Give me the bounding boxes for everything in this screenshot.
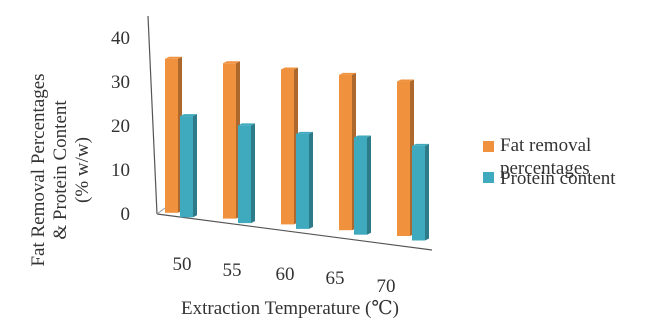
y-axis-ticks: 0 10 20 30 40 (111, 28, 130, 225)
legend-swatch-fat-removal (483, 141, 494, 152)
y-axis-title-line-2: & Protein Content (50, 100, 71, 240)
bar-fat-removal-65 (339, 72, 356, 231)
bar-fat-removal-50 (165, 56, 182, 213)
x-tick-label: 55 (223, 260, 242, 281)
y-tick-label: 0 (121, 204, 131, 225)
x-tick-label: 50 (173, 254, 192, 275)
bar-fat-removal-60 (281, 67, 298, 225)
bars (165, 56, 429, 241)
y-axis-title-line-3: (% w/w) (72, 137, 93, 203)
x-axis-title: Extraction Temperature (℃) (181, 298, 399, 319)
legend-label-protein-content: Protein content (500, 168, 616, 189)
floor-depth-line (156, 207, 166, 215)
y-tick-label: 10 (111, 160, 130, 181)
y-tick-label: 30 (111, 72, 130, 93)
x-tick-label: 70 (377, 276, 396, 297)
bar-protein-content-55 (238, 123, 255, 224)
bar-fat-removal-55 (223, 61, 240, 219)
x-tick-label: 65 (326, 268, 345, 289)
x-tick-label: 60 (276, 264, 295, 285)
bar-protein-content-60 (296, 131, 313, 229)
x-axis-ticks: 50 55 60 65 70 (173, 254, 396, 297)
y-axis-title: Fat Removal Percentages & Protein Conten… (28, 73, 93, 266)
y-tick-label: 40 (111, 28, 130, 49)
legend: Fat removal percentages Protein content (483, 135, 616, 189)
y-axis-title-line-1: Fat Removal Percentages (28, 73, 49, 266)
bar-protein-content-50 (180, 114, 197, 218)
bar-fat-removal-70 (397, 79, 414, 236)
bar-protein-content-65 (354, 135, 371, 235)
axes (147, 15, 433, 251)
y-axis-line (147, 15, 158, 215)
bar-protein-content-70 (412, 143, 429, 241)
x-axis-floor-line (156, 213, 433, 251)
legend-label-fat-removal: Fat removal percentages (500, 135, 591, 179)
y-tick-label: 20 (111, 116, 130, 137)
legend-swatch-protein-content (483, 172, 494, 183)
